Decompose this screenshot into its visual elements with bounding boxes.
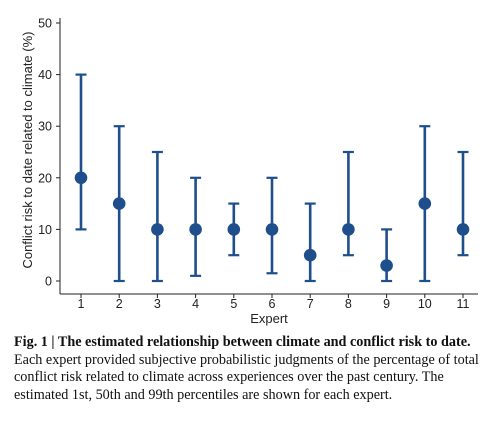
x-tick-label: 1 xyxy=(78,297,85,311)
expert-5-estimate xyxy=(227,202,241,257)
y-tick-label: 20 xyxy=(38,171,52,185)
x-tick-label: 4 xyxy=(192,297,199,311)
median-point xyxy=(265,223,279,236)
expert-6-estimate xyxy=(265,176,279,275)
median-point xyxy=(227,223,241,236)
median-point xyxy=(380,259,393,272)
median-point xyxy=(418,197,432,210)
caption-text: Each expert provided subjective probabil… xyxy=(14,351,479,403)
x-tick-label: 7 xyxy=(307,297,314,311)
y-tick-label: 0 xyxy=(45,275,52,289)
caption-label: Fig. 1 | The estimated relationship betw… xyxy=(14,334,471,350)
x-tick-label: 8 xyxy=(345,297,352,311)
expert-2-estimate xyxy=(112,125,126,283)
y-tick-label: 10 xyxy=(38,223,52,237)
x-tick-label: 5 xyxy=(230,297,237,311)
median-point xyxy=(151,223,164,236)
expert-8-estimate xyxy=(342,150,355,257)
median-point xyxy=(342,223,355,236)
expert-1-estimate xyxy=(74,73,88,231)
median-point xyxy=(74,171,88,185)
median-point xyxy=(189,223,202,236)
x-axis: 1 2 3 4 5 6 7 8 9 10 11 xyxy=(60,293,478,311)
x-tick-label: 10 xyxy=(418,297,432,311)
y-tick-label: 50 xyxy=(38,17,52,31)
median-point xyxy=(303,248,317,262)
x-tick-label: 3 xyxy=(154,297,161,311)
expert-3-estimate xyxy=(151,150,164,283)
y-axis-title: Conflict risk to date related to climate… xyxy=(20,32,35,269)
expert-9-estimate xyxy=(380,228,393,283)
x-tick-label: 9 xyxy=(383,297,390,311)
expert-7-estimate xyxy=(303,202,317,283)
expert-10-estimate xyxy=(418,125,432,283)
chart: 0 10 20 30 40 50 1 2 3 4 5 6 7 8 9 10 11 Conflict risk … xyxy=(20,17,478,326)
median-point xyxy=(112,197,126,210)
y-axis: 0 10 20 30 40 50 xyxy=(38,17,61,294)
x-tick-label: 11 xyxy=(457,297,470,311)
expert-11-estimate xyxy=(456,150,470,257)
y-tick-label: 30 xyxy=(38,120,52,134)
median-point xyxy=(456,223,470,236)
plot-area xyxy=(74,73,470,283)
x-tick-label: 2 xyxy=(116,297,123,311)
x-tick-label: 6 xyxy=(269,297,276,311)
figure-caption: Fig. 1 | The estimated relationship betw… xyxy=(14,334,484,404)
y-tick-label: 40 xyxy=(38,68,52,82)
expert-4-estimate xyxy=(189,176,202,277)
x-axis-title: Expert xyxy=(250,311,288,326)
